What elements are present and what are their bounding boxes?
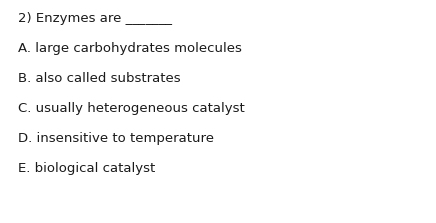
Text: E. biological catalyst: E. biological catalyst [18,162,155,175]
Text: A. large carbohydrates molecules: A. large carbohydrates molecules [18,42,242,55]
Text: B. also called substrates: B. also called substrates [18,72,181,85]
Text: 2) Enzymes are _______: 2) Enzymes are _______ [18,12,172,25]
Text: D. insensitive to temperature: D. insensitive to temperature [18,132,214,145]
Text: C. usually heterogeneous catalyst: C. usually heterogeneous catalyst [18,102,245,115]
